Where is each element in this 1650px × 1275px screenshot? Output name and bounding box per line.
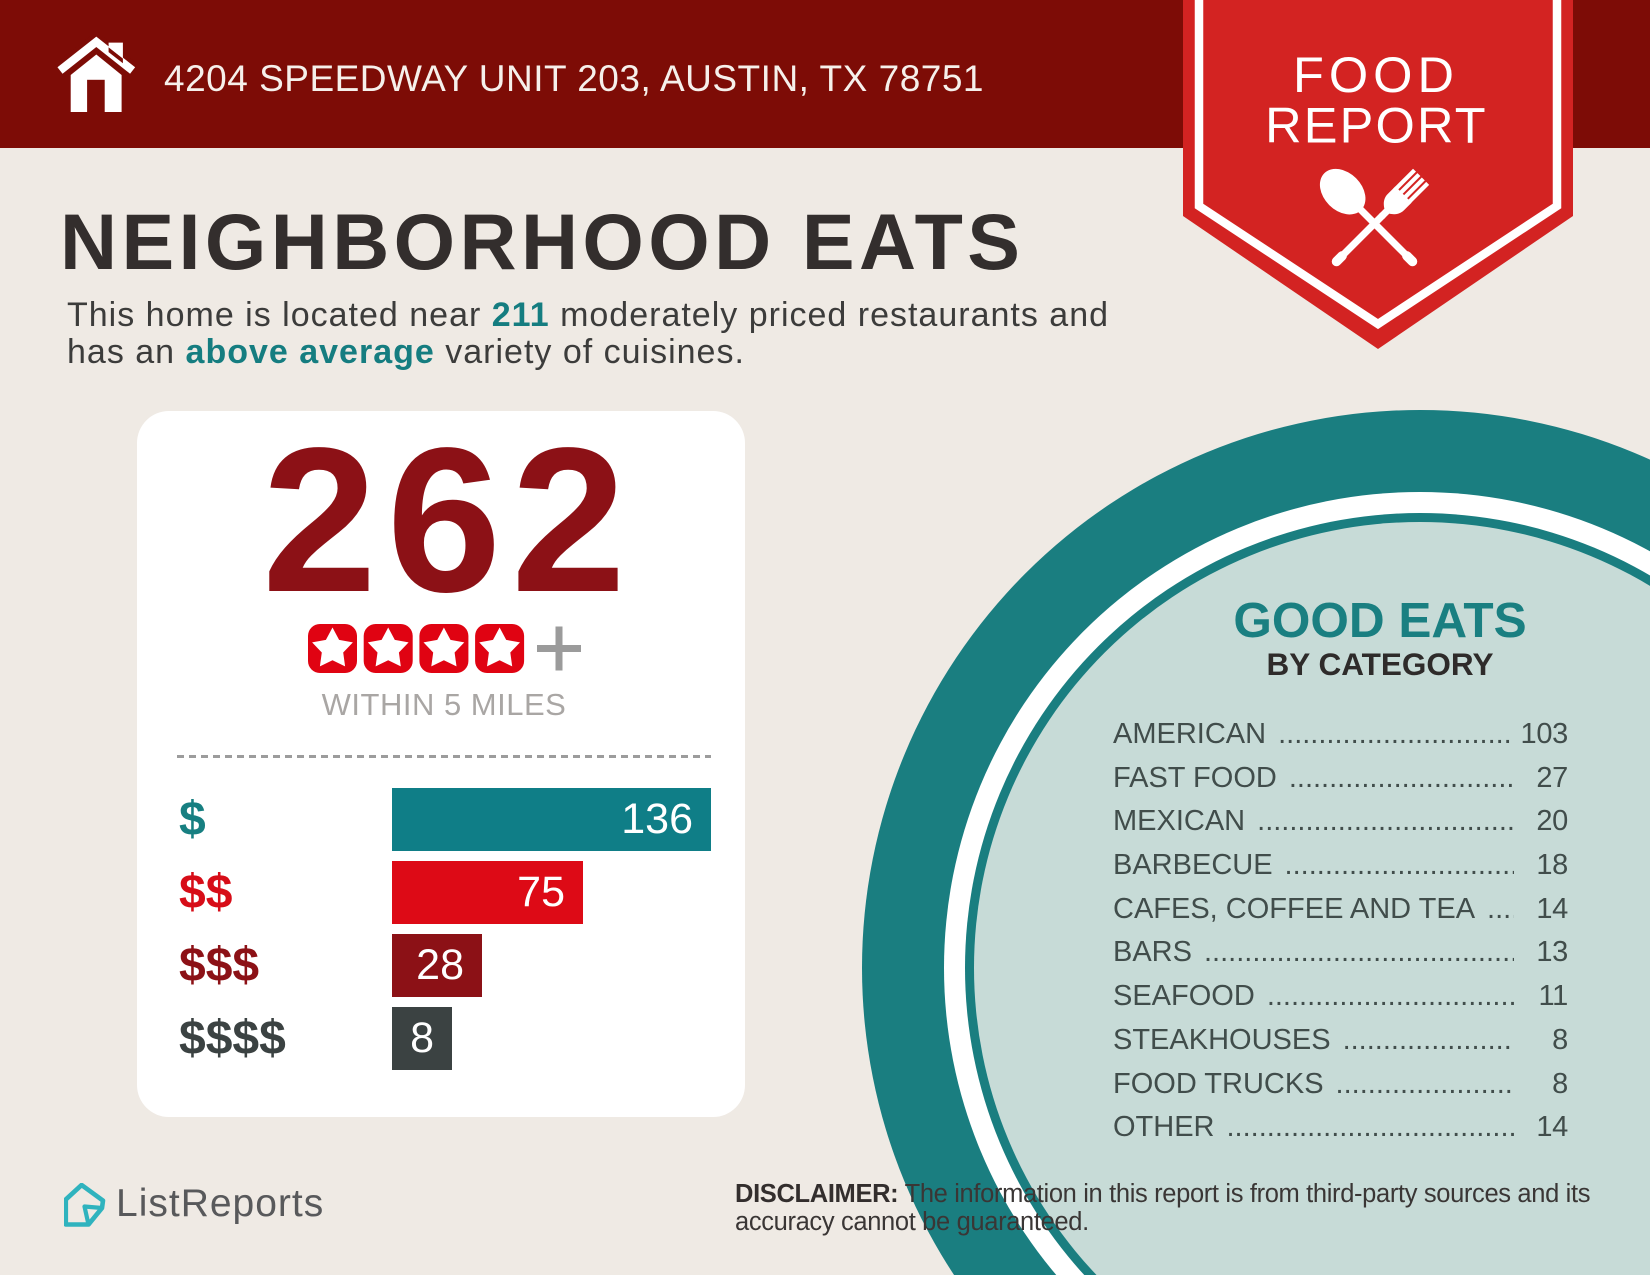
- svg-text:REPORT: REPORT: [1265, 97, 1488, 154]
- svg-text:FOOD: FOOD: [1293, 46, 1459, 103]
